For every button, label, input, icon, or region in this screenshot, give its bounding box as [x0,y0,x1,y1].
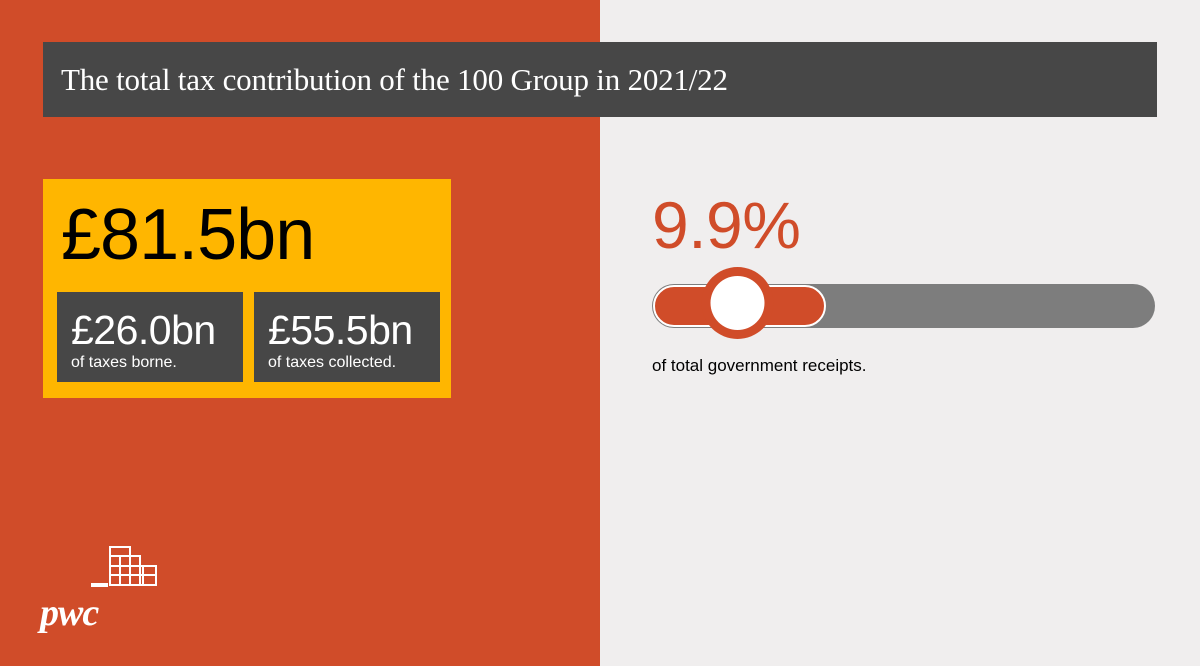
total-value: £81.5bn [61,195,315,275]
total-contribution-box: £81.5bn £26.0bn of taxes borne. £55.5bn … [43,179,451,398]
taxes-collected-label: of taxes collected. [268,354,397,371]
taxes-borne-value: £26.0bn [71,307,216,353]
title-bar: The total tax contribution of the 100 Gr… [43,42,1157,117]
taxes-collected-box: £55.5bn of taxes collected. [254,292,440,382]
taxes-collected-value: £55.5bn [268,307,413,353]
pwc-logo-icon [91,546,157,587]
receipts-caption: of total government receipts. [652,356,867,375]
receipts-share-value: 9.9% [652,188,801,262]
slider-knob [710,276,765,330]
taxes-borne-label: of taxes borne. [71,354,177,371]
taxes-borne-box: £26.0bn of taxes borne. [57,292,243,382]
page-title: The total tax contribution of the 100 Gr… [61,61,728,97]
pwc-wordmark: pwc [40,592,99,634]
